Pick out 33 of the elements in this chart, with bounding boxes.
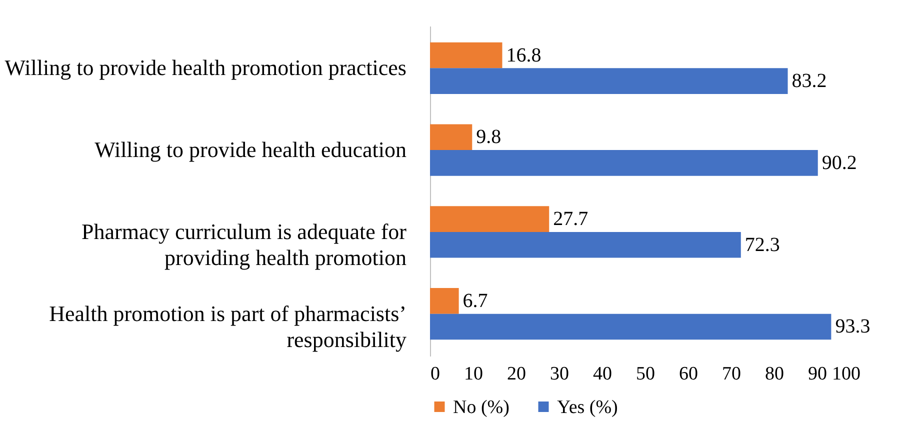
data-label: 9.8 xyxy=(476,126,502,148)
data-label: 93.3 xyxy=(835,316,870,338)
x-tick-label: 60 xyxy=(679,364,698,384)
x-tick-label: 0 xyxy=(430,364,440,384)
bar xyxy=(430,288,459,314)
data-label: 90.2 xyxy=(822,152,857,174)
x-tick-label: 80 xyxy=(765,364,784,384)
bar xyxy=(430,150,818,176)
data-label: 72.3 xyxy=(744,234,780,256)
x-tick-label: 20 xyxy=(507,364,526,384)
x-tick-label: 100 xyxy=(832,364,860,384)
y-tick-label: Health promotion is part of pharmacists’ responsibility xyxy=(49,300,406,352)
x-tick-label: 70 xyxy=(722,364,741,384)
legend-label: No (%) xyxy=(453,396,510,418)
x-tick-label: 50 xyxy=(636,364,655,384)
data-label: 27.7 xyxy=(553,208,588,230)
data-label: 6.7 xyxy=(462,290,488,312)
y-tick-label: Willing to provide health promotion practices xyxy=(4,55,406,80)
bar xyxy=(430,232,741,258)
bar xyxy=(430,206,550,232)
y-tick-label: Willing to provide health education xyxy=(94,137,406,162)
data-label: 16.8 xyxy=(506,44,542,66)
x-tick-label: 90 xyxy=(808,364,827,384)
x-tick-label: 10 xyxy=(464,364,483,384)
bar xyxy=(430,42,502,68)
x-tick-label: 40 xyxy=(593,364,612,384)
data-label: 83.2 xyxy=(792,70,827,92)
bar xyxy=(430,124,472,150)
y-tick-label: Pharmacy curriculum is adequate for providing health promotion xyxy=(82,218,408,270)
legend-label: Yes (%) xyxy=(557,396,618,418)
bar xyxy=(430,68,788,94)
x-tick-label: 30 xyxy=(550,364,569,384)
bar xyxy=(430,314,832,340)
